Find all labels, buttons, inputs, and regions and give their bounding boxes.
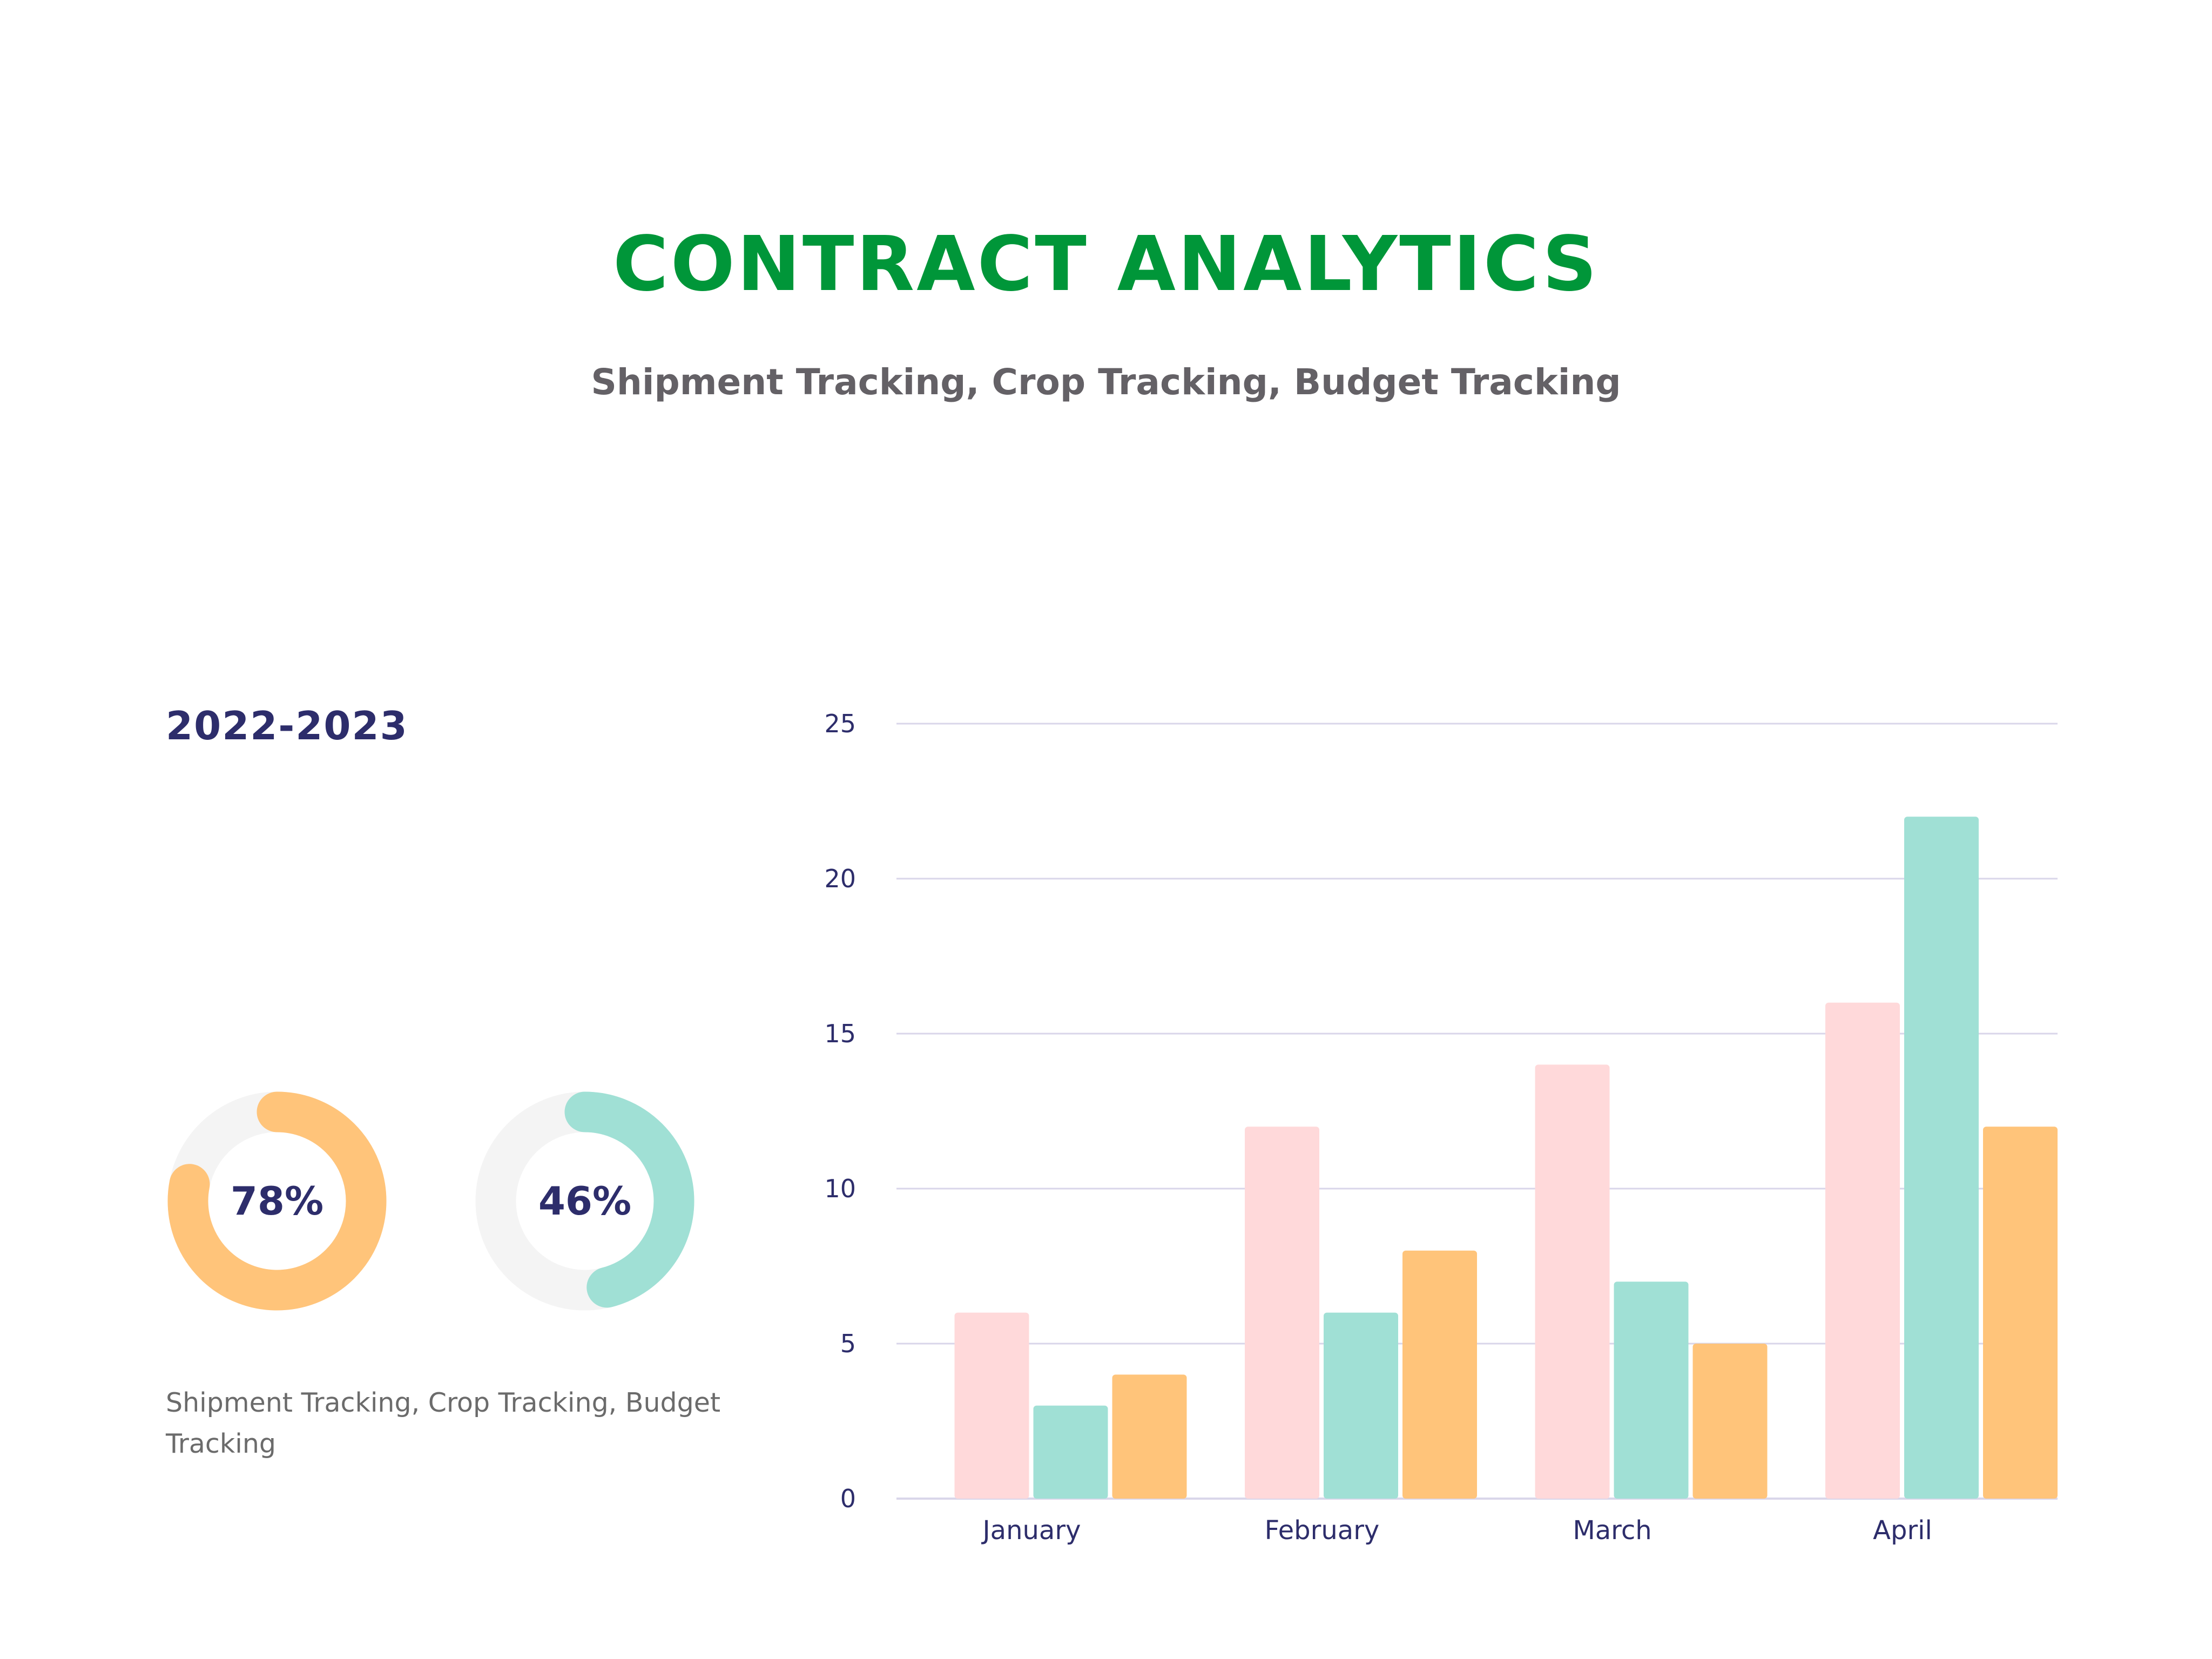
y-tick-label: 0 xyxy=(840,1484,856,1513)
x-tick-label-april: April xyxy=(1873,1515,1932,1546)
y-tick-label: 15 xyxy=(824,1019,856,1048)
donut-1-value: 78% xyxy=(230,1178,324,1224)
bars xyxy=(954,817,2058,1499)
donut-2-arc xyxy=(475,1091,694,1311)
donut-2-value: 46% xyxy=(538,1178,632,1224)
panel-caption: Shipment Tracking, Crop Tracking, Budget… xyxy=(166,1387,721,1459)
bar-january-series-2 xyxy=(1033,1405,1108,1499)
y-tick-label: 5 xyxy=(840,1329,856,1358)
bar-april-series-2 xyxy=(1904,817,1979,1499)
bar-april-series-1 xyxy=(1825,1002,1900,1499)
y-axis-ticks: 0 5 10 15 20 25 xyxy=(824,709,856,1513)
donut-chart-2: 46% xyxy=(471,1088,698,1314)
bar-chart: 0 5 10 15 20 25 January February March April xyxy=(824,709,2058,1546)
donut-2-graphic xyxy=(475,1091,694,1311)
page-subtitle: Shipment Tracking, Crop Tracking, Budget… xyxy=(591,361,1621,403)
bar-january-series-1 xyxy=(954,1312,1029,1499)
bar-march-series-3 xyxy=(1692,1344,1768,1499)
donut-1-arc xyxy=(167,1091,387,1311)
donut-chart-1: 78% xyxy=(164,1088,390,1314)
year-label: 2022-2023 xyxy=(166,703,408,748)
bar-march-series-1 xyxy=(1535,1064,1610,1499)
bar-february-series-2 xyxy=(1324,1312,1398,1499)
bar-february-series-1 xyxy=(1245,1127,1319,1499)
bar-march-series-2 xyxy=(1614,1282,1689,1499)
y-tick-label: 25 xyxy=(824,709,856,738)
y-tick-label: 10 xyxy=(824,1174,856,1203)
bar-january-series-3 xyxy=(1112,1374,1187,1499)
x-tick-label-march: March xyxy=(1573,1515,1651,1546)
y-tick-label: 20 xyxy=(824,864,856,893)
bar-april-series-3 xyxy=(1983,1127,2058,1499)
x-tick-label-february: February xyxy=(1265,1515,1380,1546)
bar-february-series-3 xyxy=(1402,1250,1477,1499)
page-title: CONTRACT ANALYTICS xyxy=(613,220,1599,308)
x-axis-ticks: January February March April xyxy=(981,1515,1932,1546)
x-tick-label-january: January xyxy=(981,1515,1081,1546)
donut-1-graphic xyxy=(167,1091,387,1311)
